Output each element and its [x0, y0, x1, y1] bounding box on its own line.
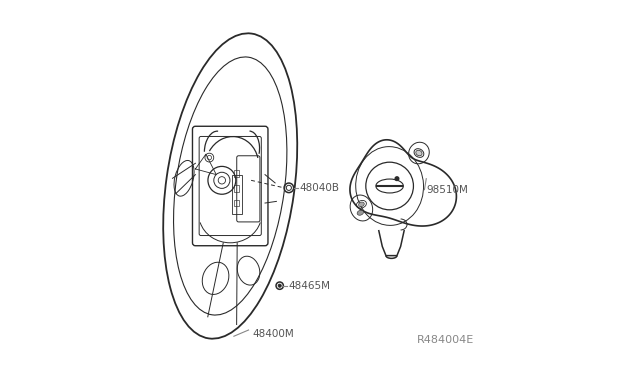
Text: R484004E: R484004E: [417, 335, 474, 345]
Text: 98510M: 98510M: [426, 185, 468, 195]
Bar: [232, 174, 242, 214]
Bar: [234, 170, 239, 177]
Text: 48040B: 48040B: [300, 183, 340, 193]
Bar: [234, 185, 239, 192]
Circle shape: [395, 177, 399, 180]
Text: 48400M: 48400M: [252, 330, 294, 339]
Bar: [234, 199, 239, 206]
Text: 48465M: 48465M: [289, 280, 331, 291]
Circle shape: [278, 284, 282, 287]
Ellipse shape: [416, 150, 422, 156]
Ellipse shape: [357, 210, 364, 215]
Ellipse shape: [358, 202, 364, 206]
